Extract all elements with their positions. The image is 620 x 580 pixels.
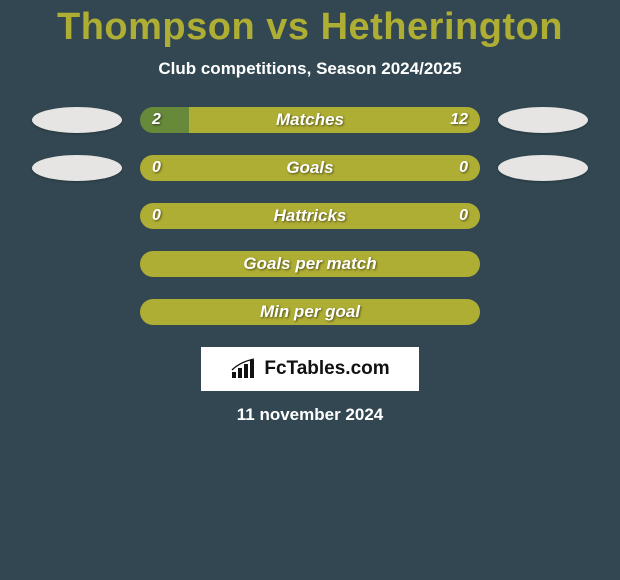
bar-left-fill xyxy=(140,107,189,133)
bars-icon xyxy=(230,358,258,380)
bar-left-fill xyxy=(140,155,310,181)
bar-right-fill xyxy=(189,107,480,133)
bar-left-fill xyxy=(140,299,310,325)
date-label: 11 november 2024 xyxy=(0,405,620,425)
bar-left-fill xyxy=(140,203,310,229)
logo-inner: FcTables.com xyxy=(230,358,389,380)
logo-box[interactable]: FcTables.com xyxy=(201,347,419,391)
bar-right-fill xyxy=(310,203,480,229)
stat-rows: Matches212 Goals00 Hattricks00 Goals per ma… xyxy=(0,107,620,325)
player-oval-right xyxy=(498,107,588,133)
bar-right-fill xyxy=(310,251,480,277)
stat-bar: Matches212 xyxy=(140,107,480,133)
bar-left-fill xyxy=(140,251,310,277)
comparison-card: Thompson vs Hetherington Club competitio… xyxy=(0,0,620,425)
stat-row: Hattricks00 xyxy=(0,203,620,229)
subtitle: Club competitions, Season 2024/2025 xyxy=(0,59,620,79)
stat-row: Min per goal xyxy=(0,299,620,325)
bar-right-fill xyxy=(310,299,480,325)
player-oval-left xyxy=(32,155,122,181)
player-oval-right xyxy=(498,155,588,181)
stat-bar: Min per goal xyxy=(140,299,480,325)
stat-bar: Hattricks00 xyxy=(140,203,480,229)
bar-right-fill xyxy=(310,155,480,181)
stat-row: Matches212 xyxy=(0,107,620,133)
logo-text: FcTables.com xyxy=(264,358,389,380)
page-title: Thompson vs Hetherington xyxy=(0,6,620,49)
stat-bar: Goals00 xyxy=(140,155,480,181)
stat-row: Goals per match xyxy=(0,251,620,277)
stat-bar: Goals per match xyxy=(140,251,480,277)
stat-row: Goals00 xyxy=(0,155,620,181)
player-oval-left xyxy=(32,107,122,133)
